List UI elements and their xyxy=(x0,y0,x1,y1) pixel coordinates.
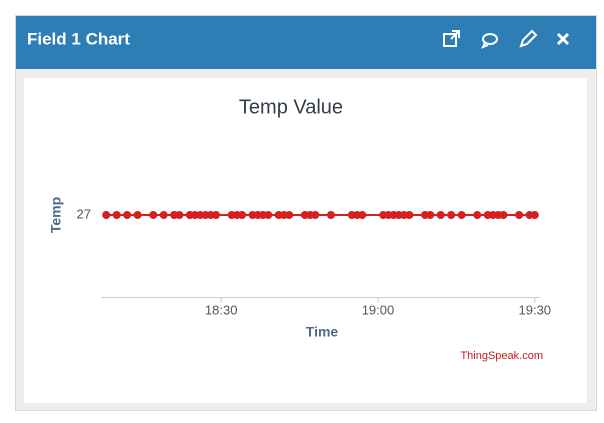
data-point xyxy=(211,211,220,219)
x-tick-label: 18:30 xyxy=(205,302,238,317)
data-point xyxy=(457,211,466,219)
data-point xyxy=(473,211,482,219)
panel-header xyxy=(16,16,596,69)
x-axis-label: Time xyxy=(306,324,339,340)
data-point xyxy=(515,211,524,219)
open-icon[interactable] xyxy=(443,30,460,47)
y-axis-label: Temp xyxy=(48,197,64,233)
data-point xyxy=(123,211,132,219)
x-tick-label: 19:30 xyxy=(519,302,552,317)
data-point xyxy=(405,211,414,219)
data-point xyxy=(285,211,294,219)
chart-title: Temp Value xyxy=(239,96,343,118)
y-tick-label: 27 xyxy=(77,206,91,221)
x-tick-label: 19:00 xyxy=(362,302,395,317)
data-point xyxy=(175,211,184,219)
chart-area xyxy=(24,78,587,403)
header-icons xyxy=(443,29,570,49)
data-point xyxy=(102,211,111,219)
data-point xyxy=(447,211,456,219)
data-point xyxy=(426,211,435,219)
panel-title: Field 1 Chart xyxy=(27,29,130,48)
edit-icon[interactable] xyxy=(519,29,538,48)
data-point xyxy=(133,211,142,219)
data-point xyxy=(358,211,367,219)
comment-icon[interactable] xyxy=(480,33,498,49)
data-point xyxy=(112,211,121,219)
data-point xyxy=(326,211,335,219)
credit: ThingSpeak.com xyxy=(460,350,543,362)
data-point xyxy=(311,211,320,219)
data-point xyxy=(499,211,508,219)
data-point xyxy=(436,211,445,219)
data-point xyxy=(238,211,247,219)
data-point xyxy=(530,211,539,219)
data-point xyxy=(264,211,273,219)
data-point xyxy=(149,211,158,219)
close-icon[interactable] xyxy=(556,32,570,46)
data-point xyxy=(159,211,168,219)
